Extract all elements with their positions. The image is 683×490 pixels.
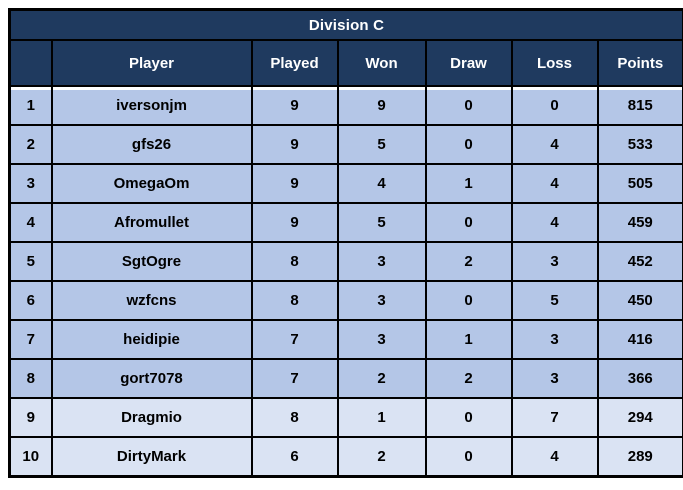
loss-cell: 4	[510, 202, 599, 243]
rank-cell: 2	[8, 124, 53, 165]
won-cell: 3	[336, 280, 427, 321]
draw-cell: 0	[424, 124, 513, 165]
draw-cell: 0	[424, 202, 513, 243]
won-cell: 2	[336, 436, 427, 478]
won-column-header: Won	[336, 39, 427, 87]
played-cell: 7	[250, 358, 339, 399]
played-cell: 9	[250, 85, 339, 126]
loss-cell: 4	[510, 163, 599, 204]
won-cell: 1	[336, 397, 427, 438]
points-cell: 452	[596, 241, 683, 282]
draw-cell: 1	[424, 319, 513, 360]
table-row: 4 Afromullet 9 5 0 4 459	[8, 202, 683, 243]
player-cell: iversonjm	[50, 85, 253, 126]
draw-cell: 0	[424, 280, 513, 321]
won-cell: 4	[336, 163, 427, 204]
player-cell: gort7078	[50, 358, 253, 399]
points-cell: 289	[596, 436, 683, 478]
played-cell: 6	[250, 436, 339, 478]
won-cell: 9	[336, 85, 427, 126]
draw-cell: 0	[424, 85, 513, 126]
table-row: 6 wzfcns 8 3 0 5 450	[8, 280, 683, 321]
points-cell: 533	[596, 124, 683, 165]
loss-cell: 7	[510, 397, 599, 438]
table-row: 2 gfs26 9 5 0 4 533	[8, 124, 683, 165]
player-cell: Dragmio	[50, 397, 253, 438]
loss-cell: 4	[510, 124, 599, 165]
table-row: 7 heidipie 7 3 1 3 416	[8, 319, 683, 360]
table-row: 10 DirtyMark 6 2 0 4 289	[8, 436, 683, 478]
won-cell: 3	[336, 319, 427, 360]
table-body: 1 iversonjm 9 9 0 0 815 2 gfs26 9 5 0 4 533 3 OmegaOm 9 4…	[8, 85, 683, 478]
table-row: 8 gort7078 7 2 2 3 366	[8, 358, 683, 399]
player-cell: gfs26	[50, 124, 253, 165]
player-cell: heidipie	[50, 319, 253, 360]
loss-cell: 3	[510, 241, 599, 282]
loss-cell: 5	[510, 280, 599, 321]
played-cell: 7	[250, 319, 339, 360]
rank-cell: 8	[8, 358, 53, 399]
loss-cell: 3	[510, 319, 599, 360]
table-row: 1 iversonjm 9 9 0 0 815	[8, 85, 683, 126]
table-title-row: Division C	[8, 8, 683, 41]
points-cell: 459	[596, 202, 683, 243]
rank-column-header	[8, 39, 53, 87]
played-cell: 9	[250, 163, 339, 204]
loss-cell: 0	[510, 85, 599, 126]
draw-cell: 1	[424, 163, 513, 204]
won-cell: 2	[336, 358, 427, 399]
rank-cell: 6	[8, 280, 53, 321]
rank-cell: 10	[8, 436, 53, 478]
rank-cell: 7	[8, 319, 53, 360]
loss-column-header: Loss	[510, 39, 599, 87]
table-row: 9 Dragmio 8 1 0 7 294	[8, 397, 683, 438]
points-cell: 505	[596, 163, 683, 204]
rank-cell: 9	[8, 397, 53, 438]
won-cell: 3	[336, 241, 427, 282]
draw-column-header: Draw	[424, 39, 513, 87]
table-row: 3 OmegaOm 9 4 1 4 505	[8, 163, 683, 204]
played-cell: 9	[250, 202, 339, 243]
column-header-row: Player Played Won Draw Loss Points	[8, 39, 683, 87]
won-cell: 5	[336, 202, 427, 243]
draw-cell: 0	[424, 397, 513, 438]
played-cell: 8	[250, 397, 339, 438]
player-cell: wzfcns	[50, 280, 253, 321]
table-row: 5 SgtOgre 8 3 2 3 452	[8, 241, 683, 282]
played-cell: 9	[250, 124, 339, 165]
player-cell: Afromullet	[50, 202, 253, 243]
table-title: Division C	[8, 8, 683, 41]
points-cell: 366	[596, 358, 683, 399]
division-standings-table: Division C Player Played Won Draw Loss P…	[8, 8, 683, 478]
loss-cell: 3	[510, 358, 599, 399]
points-cell: 294	[596, 397, 683, 438]
points-cell: 815	[596, 85, 683, 126]
draw-cell: 0	[424, 436, 513, 478]
player-cell: SgtOgre	[50, 241, 253, 282]
draw-cell: 2	[424, 241, 513, 282]
rank-cell: 3	[8, 163, 53, 204]
rank-cell: 4	[8, 202, 53, 243]
player-cell: DirtyMark	[50, 436, 253, 478]
played-cell: 8	[250, 280, 339, 321]
played-cell: 8	[250, 241, 339, 282]
draw-cell: 2	[424, 358, 513, 399]
player-cell: OmegaOm	[50, 163, 253, 204]
rank-cell: 1	[8, 85, 53, 126]
player-column-header: Player	[50, 39, 253, 87]
loss-cell: 4	[510, 436, 599, 478]
points-cell: 450	[596, 280, 683, 321]
points-cell: 416	[596, 319, 683, 360]
won-cell: 5	[336, 124, 427, 165]
played-column-header: Played	[250, 39, 339, 87]
points-column-header: Points	[596, 39, 683, 87]
rank-cell: 5	[8, 241, 53, 282]
